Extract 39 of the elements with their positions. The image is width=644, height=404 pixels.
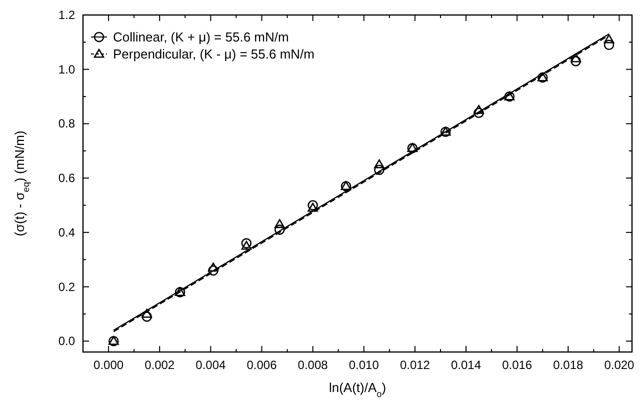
point xyxy=(570,56,581,66)
y-tick-label: 0.8 xyxy=(58,116,76,131)
y-tick-label: 0.6 xyxy=(58,171,76,186)
point xyxy=(274,224,285,235)
y-tick-label: 0.0 xyxy=(58,334,76,348)
point xyxy=(241,240,252,250)
point xyxy=(374,164,384,176)
x-tick-label: 0.018 xyxy=(553,358,584,372)
point xyxy=(308,202,318,212)
x-tick-label: 0.006 xyxy=(246,358,278,372)
x-tick-label: 0.008 xyxy=(298,358,328,372)
y-tick-label: 1.2 xyxy=(58,8,76,22)
point xyxy=(208,265,218,276)
x-axis-title: ln(A(t)/A$_{o}$) xyxy=(328,380,386,399)
x-tick-label: 0.004 xyxy=(196,358,226,372)
y-tick-label: 0.4 xyxy=(58,225,76,240)
point xyxy=(474,104,484,114)
y-tick-label: 0.2 xyxy=(58,280,76,294)
point xyxy=(308,200,318,210)
point xyxy=(142,312,152,322)
point xyxy=(274,219,285,228)
x-tick-label: 0.002 xyxy=(144,358,175,372)
legend-label: Collinear, (K + μ) = 55.6 mN/m xyxy=(113,30,289,44)
x-tick-label: 0.014 xyxy=(451,358,482,372)
y-tick-label: 1.0 xyxy=(58,62,76,76)
x-tick-label: 0.016 xyxy=(502,358,532,372)
point xyxy=(604,34,614,44)
point xyxy=(570,53,581,62)
point xyxy=(142,308,152,318)
point xyxy=(604,40,614,50)
point xyxy=(241,238,252,248)
x-tick-label: 0.010 xyxy=(348,358,380,372)
x-tick-label: 0.000 xyxy=(94,358,124,372)
x-tick-label: 0.012 xyxy=(400,358,430,372)
point xyxy=(374,159,384,168)
point xyxy=(474,108,484,118)
x-tick-label: 0.020 xyxy=(604,358,635,372)
point xyxy=(208,262,218,272)
legend-label: Perpendicular, (K - μ) = 55.6 mN/m xyxy=(113,46,314,62)
